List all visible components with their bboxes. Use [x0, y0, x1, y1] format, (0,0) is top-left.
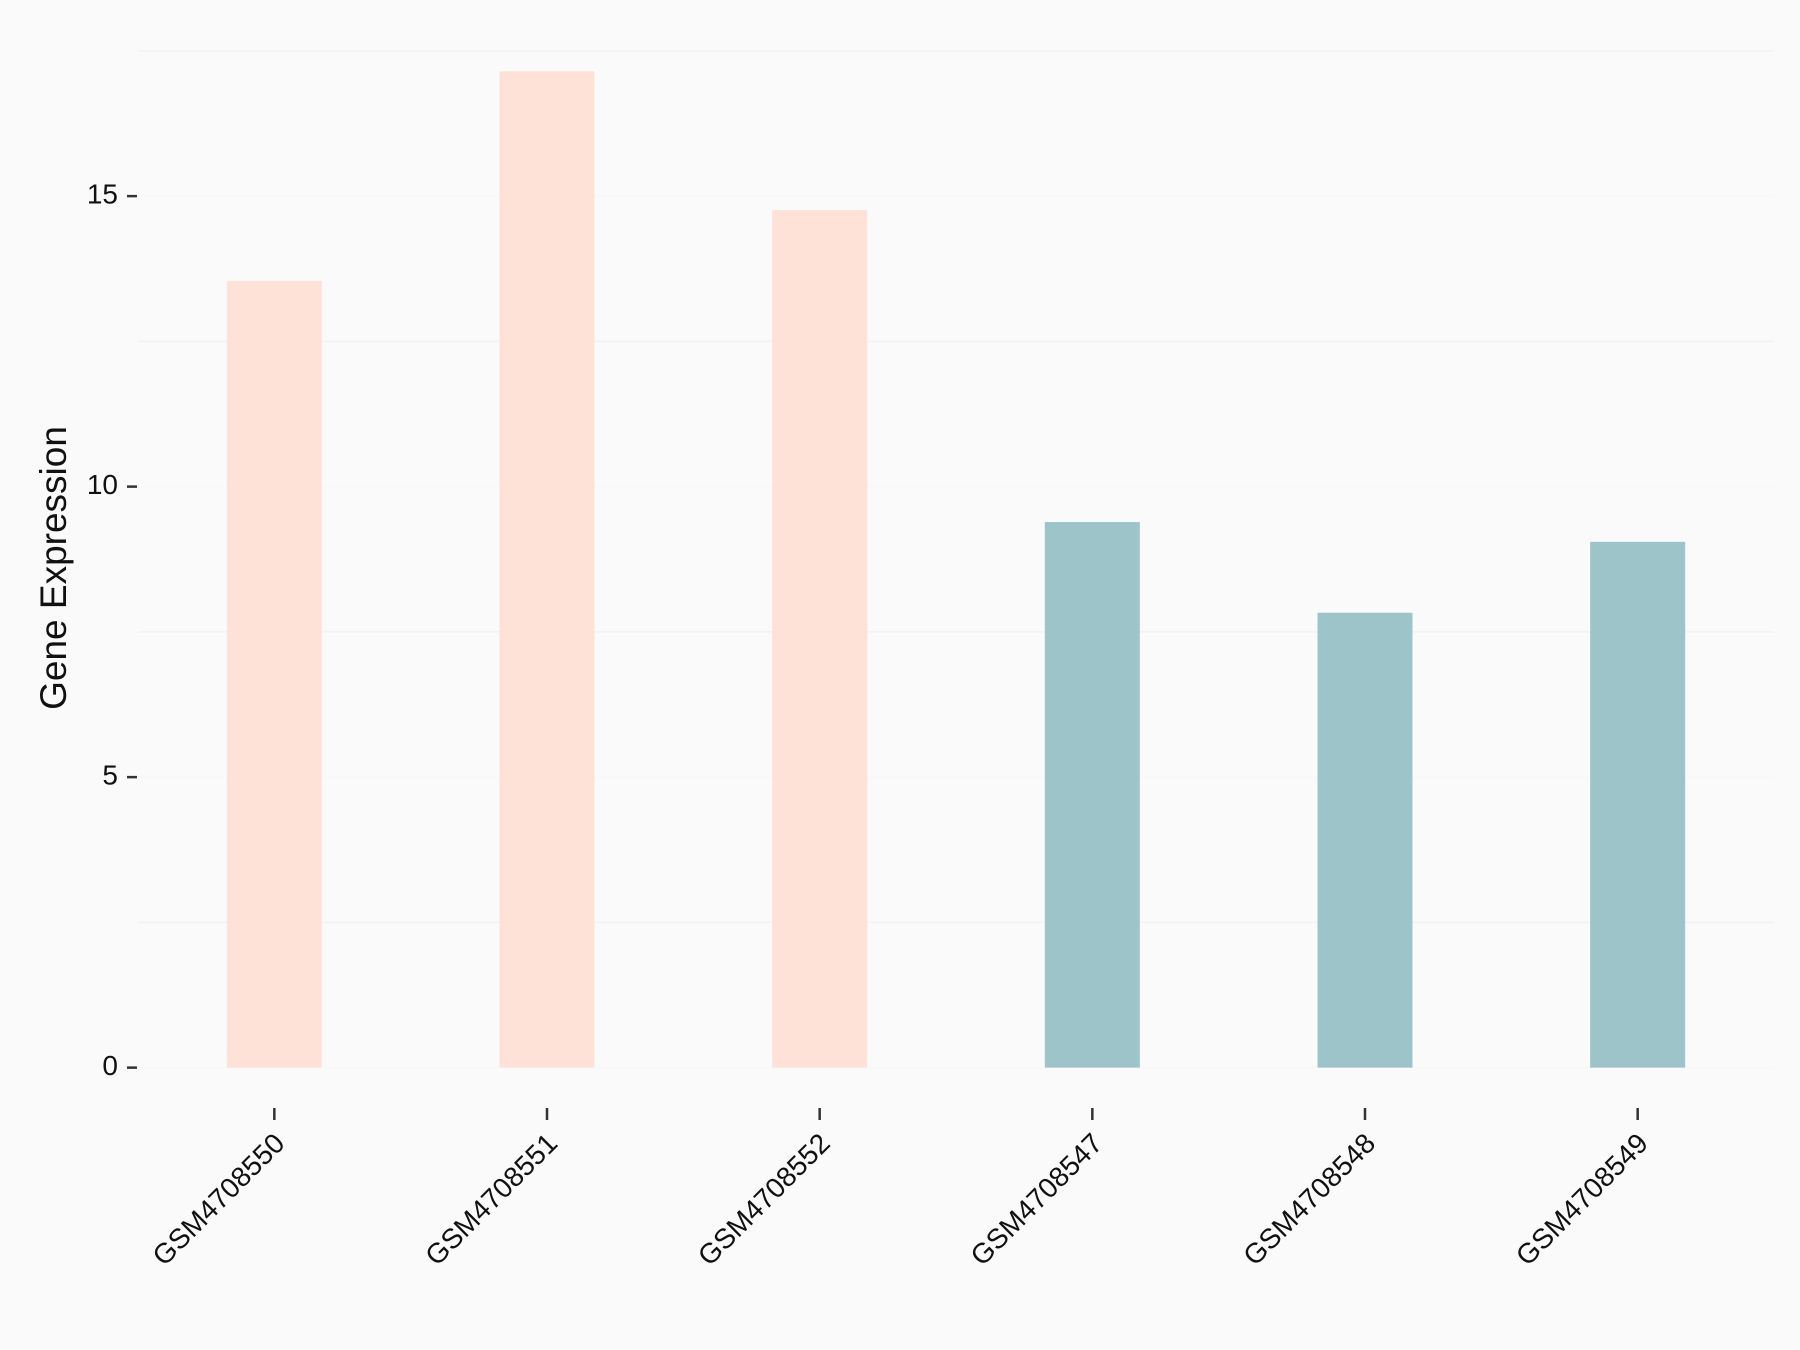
y-tick-label: 10: [87, 469, 118, 500]
bar: [499, 71, 595, 1068]
bar: [226, 280, 322, 1068]
y-tick-label: 5: [102, 760, 118, 791]
bar: [1317, 612, 1413, 1068]
y-tick-label: 15: [87, 179, 118, 210]
bar: [1044, 522, 1140, 1068]
bar: [1590, 541, 1686, 1068]
y-tick-label: 0: [102, 1050, 118, 1081]
bar: [772, 210, 868, 1068]
y-axis-title: Gene Expression: [33, 426, 74, 710]
